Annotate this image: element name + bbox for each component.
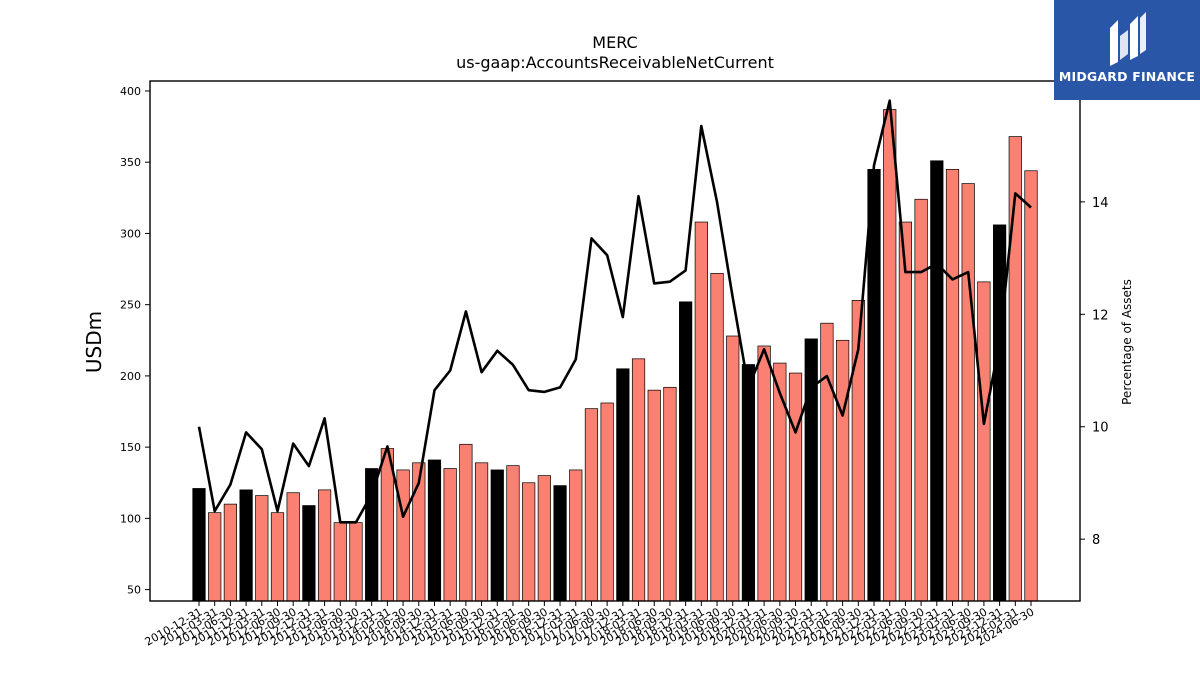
bar (349, 522, 363, 602)
bar (616, 368, 630, 602)
bar (977, 281, 991, 602)
chart-title: MERC (592, 33, 637, 52)
y-tick-label: 50 (127, 584, 141, 597)
bar (600, 402, 614, 602)
bar (726, 335, 740, 602)
company-logo: MIDGARD FINANCE (1054, 0, 1200, 100)
bar (757, 345, 771, 602)
bar (569, 469, 583, 602)
y2-axis-label: Percentage of Assets (1120, 279, 1134, 405)
bar (427, 459, 442, 602)
bar (522, 482, 536, 602)
bar (1024, 170, 1038, 602)
bar (584, 408, 599, 602)
y2-tick-label: 12 (1092, 308, 1109, 323)
y-axis-label: USDm (82, 311, 106, 373)
y-tick-label: 100 (120, 512, 141, 525)
bar (474, 462, 489, 602)
bar (239, 489, 253, 602)
bar (192, 488, 206, 602)
bar (867, 168, 881, 602)
bar (270, 512, 285, 602)
chart-subtitle: us-gaap:AccountsReceivableNetCurrent (456, 53, 774, 72)
bar (459, 443, 473, 602)
bar (286, 492, 300, 602)
bar (443, 468, 457, 602)
bar (255, 495, 269, 602)
y2-tick-label: 8 (1092, 533, 1100, 548)
line-series (197, 99, 1032, 524)
bar (804, 338, 818, 602)
bar (537, 475, 551, 602)
bar (773, 362, 787, 602)
bar (223, 503, 237, 602)
bar (741, 364, 756, 602)
y2-tick-label: 14 (1092, 196, 1109, 211)
logo-text: MIDGARD FINANCE (1058, 69, 1196, 84)
y-tick-label: 300 (120, 227, 141, 240)
bar (663, 386, 677, 602)
bar (710, 272, 724, 602)
bar (317, 489, 332, 602)
bar (836, 339, 850, 602)
bar (788, 372, 803, 602)
y-tick-label: 150 (120, 441, 141, 454)
bar (945, 168, 960, 602)
bar (961, 183, 975, 602)
y-tick-label: 350 (120, 156, 141, 169)
midgard-logo-icon (1110, 12, 1146, 66)
plot-frame (149, 80, 1081, 602)
bar (898, 221, 913, 602)
bar-series (192, 109, 1038, 602)
y2-tick-label: 10 (1092, 421, 1109, 436)
bar (506, 465, 520, 602)
bar (679, 301, 693, 602)
bar (302, 505, 316, 602)
bar (820, 322, 834, 602)
y-tick-label: 250 (120, 299, 141, 312)
y-tick-label: 200 (120, 370, 141, 383)
bar (365, 468, 379, 602)
bar (694, 221, 708, 602)
bar (396, 469, 410, 602)
bar (1008, 136, 1022, 602)
bar (631, 358, 646, 602)
bar (993, 224, 1007, 602)
bar (333, 522, 347, 602)
bar (647, 389, 661, 602)
y-tick-label: 400 (120, 85, 141, 98)
bar (208, 512, 222, 602)
bar (914, 198, 928, 602)
bar (930, 160, 944, 602)
percentage-line (197, 99, 1032, 524)
bar (883, 109, 897, 602)
bar (553, 485, 567, 602)
bar (490, 469, 504, 602)
axes: 5010015020025030035040081012142010-12-31… (120, 80, 1109, 649)
